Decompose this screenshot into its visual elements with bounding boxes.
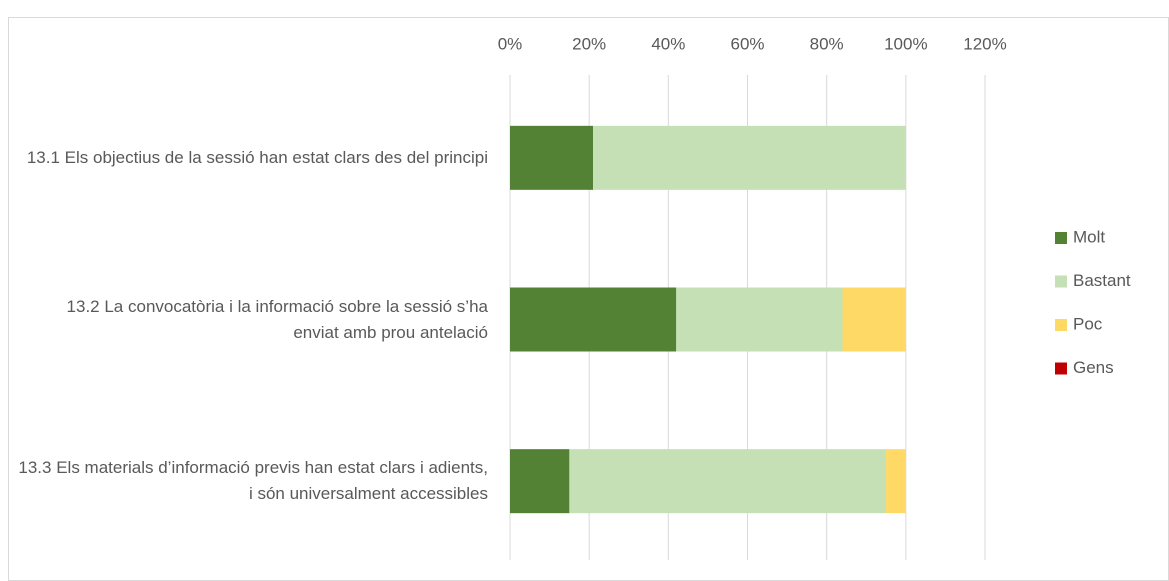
x-tick-label: 100%	[884, 34, 927, 53]
legend-label: Poc	[1073, 314, 1103, 333]
legend-label: Bastant	[1073, 271, 1131, 290]
bar-segment	[886, 449, 906, 514]
legend-label: Gens	[1073, 358, 1114, 377]
legend-label: Molt	[1073, 227, 1105, 246]
bar-segment	[593, 125, 906, 190]
x-tick-label: 0%	[498, 34, 523, 53]
x-tick-label: 40%	[651, 34, 685, 53]
bar-segment	[842, 287, 906, 352]
bar-segment	[676, 287, 843, 352]
legend-swatch	[1055, 319, 1067, 331]
legend-swatch	[1055, 275, 1067, 288]
bar-segment	[510, 287, 677, 352]
bar-segment	[569, 449, 887, 514]
category-label: 13.3 Els materials d’informació previs h…	[18, 458, 488, 504]
legend-swatch	[1055, 362, 1067, 375]
category-label: 13.2 La convocatòria i la informació sob…	[66, 296, 488, 342]
bar-segment	[510, 125, 594, 190]
x-tick-label: 60%	[730, 34, 764, 53]
bar-segment	[510, 449, 570, 514]
legend-swatch	[1055, 232, 1067, 244]
category-label: 13.1 Els objectius de la sessió han esta…	[26, 147, 488, 167]
x-tick-label: 20%	[572, 34, 606, 53]
x-tick-label: 120%	[963, 34, 1006, 53]
x-tick-label: 80%	[810, 34, 844, 53]
